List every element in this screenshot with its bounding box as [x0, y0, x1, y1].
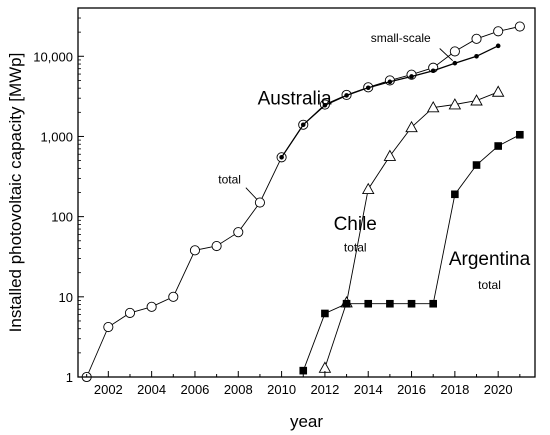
data-point-chile-total	[318, 361, 332, 373]
x-tick-label: 2006	[180, 382, 209, 397]
x-tick-label: 2010	[267, 382, 296, 397]
data-point-australia-total	[514, 21, 525, 32]
data-point-argentina-total	[386, 299, 394, 308]
x-tick-label: 2008	[224, 382, 253, 397]
data-point-australia-small-scale	[300, 122, 306, 128]
x-tick-label: 2020	[484, 382, 513, 397]
data-point-australia-small-scale	[279, 154, 284, 160]
annotation-small-scale: small-scale	[371, 31, 431, 45]
data-point-australia-total	[493, 26, 504, 37]
data-point-chile-total	[491, 85, 505, 97]
australia-total-leader	[245, 187, 258, 200]
data-point-australia-small-scale	[474, 53, 479, 59]
annotation-chile: Chile	[334, 214, 377, 235]
small-scale-leader	[439, 48, 454, 62]
data-point-australia-total	[233, 227, 244, 238]
x-tick-label: 2002	[94, 382, 123, 397]
data-point-chile-total	[470, 94, 483, 106]
data-point-argentina-total	[494, 142, 502, 150]
data-point-australia-small-scale	[387, 79, 393, 85]
x-tick-label: 2004	[137, 382, 166, 397]
data-point-chile-total	[361, 182, 375, 195]
data-point-australia-small-scale	[430, 68, 436, 74]
data-point-australia-total	[189, 245, 201, 256]
data-point-chile-total	[448, 98, 462, 110]
annotation-australia-total: total	[218, 172, 241, 186]
annotation-australia: Australia	[258, 89, 332, 110]
data-point-argentina-total	[342, 299, 351, 308]
y-tick-label: 1	[66, 370, 73, 385]
data-point-chile-total	[405, 120, 418, 133]
data-point-chile-total	[426, 101, 440, 113]
data-point-australia-small-scale	[322, 102, 328, 108]
data-point-argentina-total	[299, 366, 308, 375]
data-point-australia-total	[471, 33, 482, 44]
data-point-australia-total	[168, 291, 179, 302]
series-line-australia-total	[86, 26, 520, 378]
data-point-argentina-total	[472, 161, 481, 169]
annotation-chile-total: total	[344, 240, 367, 254]
series-australia-small-scale	[279, 43, 501, 160]
data-point-australia-total	[124, 307, 136, 318]
annotation-argentina: Argentina	[449, 249, 531, 270]
x-axis-title: year	[290, 412, 323, 431]
x-tick-label: 2014	[354, 382, 383, 397]
data-point-australia-total	[254, 197, 265, 208]
x-tick-label: 2012	[310, 382, 339, 397]
data-point-australia-small-scale	[495, 43, 501, 49]
series-australia-total	[81, 21, 525, 383]
y-tick-label: 10	[59, 290, 73, 305]
annotation-argentina-total: total	[478, 278, 501, 292]
data-point-australia-small-scale	[409, 74, 414, 79]
data-point-australia-small-scale	[365, 85, 371, 91]
data-point-argentina-total	[429, 299, 438, 308]
x-tick-label: 2016	[397, 382, 426, 397]
data-point-australia-total	[146, 301, 157, 312]
data-point-argentina-total	[516, 130, 524, 139]
data-point-australia-total	[103, 321, 114, 333]
ticks-layer: 2002 2004 2006 2008 2010 2012 2014 2016 2018 2020…	[33, 7, 521, 397]
y-tick-label: 10,000	[33, 49, 73, 64]
plot-frame	[77, 7, 536, 378]
x-tick-label: 2018	[440, 382, 469, 397]
y-tick-label: 1,000	[40, 129, 73, 144]
data-point-australia-total	[211, 240, 222, 252]
data-point-australia-small-scale	[452, 60, 458, 66]
data-point-australia-small-scale	[344, 93, 349, 98]
series-layer	[81, 21, 525, 383]
y-tick-label: 100	[51, 210, 73, 225]
data-point-argentina-total	[407, 299, 416, 308]
data-point-argentina-total	[451, 190, 459, 199]
annotations-layer: Australia total small-scale Chile total Argen…	[218, 31, 530, 292]
data-point-chile-total	[383, 149, 397, 161]
y-axis-title: Installed photovoltaic capacity [MWp]	[6, 53, 25, 333]
data-point-argentina-total	[321, 309, 329, 318]
series-argentina-total	[299, 130, 524, 375]
data-point-australia-total	[449, 46, 460, 57]
data-point-argentina-total	[364, 299, 373, 308]
